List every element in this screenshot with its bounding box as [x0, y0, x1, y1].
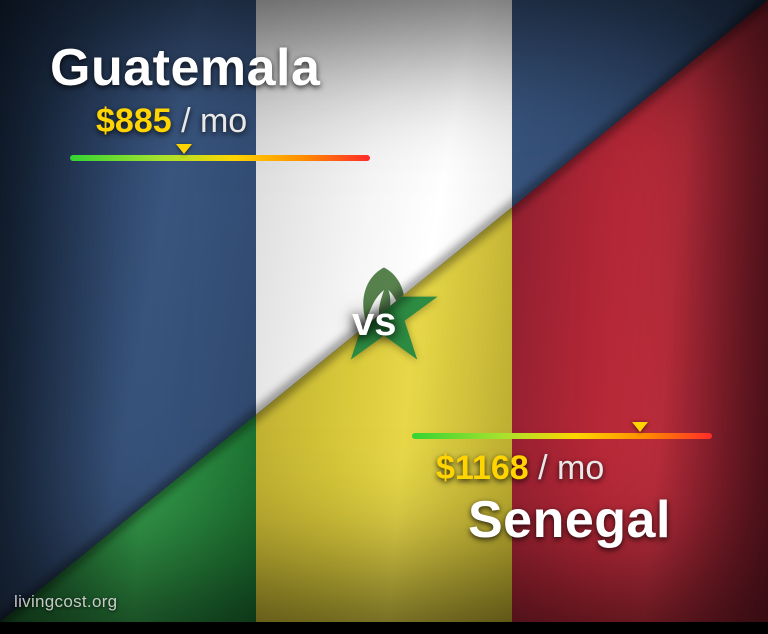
comparison-infographic: ★ Guatemala $885 / mo vs $1168 / mo Sene… [0, 0, 768, 622]
bottom-country-block: $1168 / mo Senegal [412, 419, 712, 550]
price-period: / mo [538, 449, 604, 487]
cost-gauge-top [70, 155, 370, 161]
country-name-bottom: Senegal [412, 490, 712, 550]
top-country-block: Guatemala $885 / mo [50, 38, 370, 161]
price-amount: $1168 [436, 449, 529, 487]
gauge-marker-icon [176, 144, 192, 154]
price-amount: $885 [96, 102, 172, 140]
price-period: / mo [181, 102, 247, 140]
watermark: livingcost.org [14, 592, 117, 612]
country-name-top: Guatemala [50, 38, 370, 98]
cost-gauge-bottom [412, 433, 712, 439]
vs-label: vs [352, 300, 397, 345]
price-bottom: $1168 / mo [412, 449, 712, 488]
gauge-marker-icon [632, 422, 648, 432]
price-top: $885 / mo [50, 102, 370, 141]
